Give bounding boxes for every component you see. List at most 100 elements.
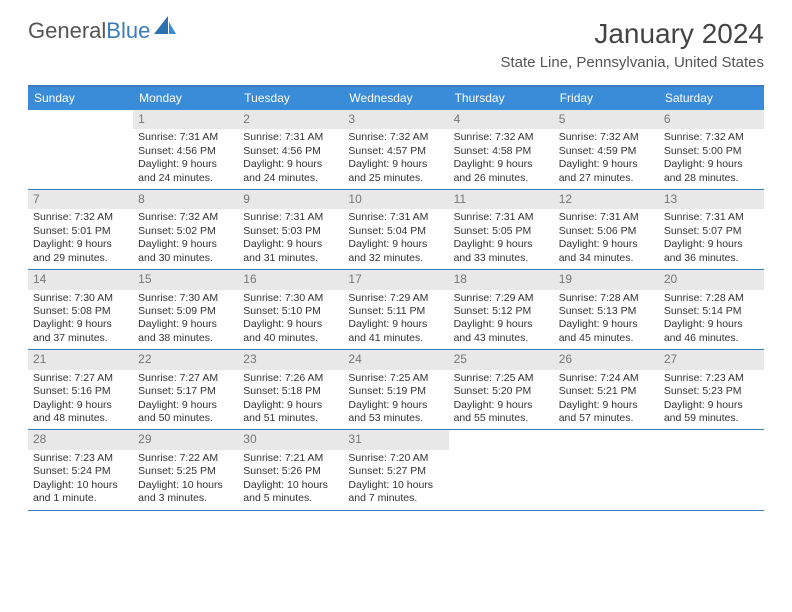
sunset-text: Sunset: 5:19 PM: [348, 385, 443, 398]
day-cell: 17Sunrise: 7:29 AMSunset: 5:11 PMDayligh…: [343, 270, 448, 349]
day-cell-empty: .: [659, 430, 764, 509]
weekday-header: Wednesday: [343, 87, 448, 110]
day-number: 5: [554, 110, 659, 129]
daylight-text: Daylight: 9 hours and 55 minutes.: [454, 399, 549, 426]
logo: GeneralBlue: [28, 18, 176, 44]
daylight-text: Daylight: 9 hours and 59 minutes.: [664, 399, 759, 426]
sunset-text: Sunset: 5:26 PM: [243, 465, 338, 478]
day-cell: 29Sunrise: 7:22 AMSunset: 5:25 PMDayligh…: [133, 430, 238, 509]
daylight-text: Daylight: 9 hours and 25 minutes.: [348, 158, 443, 185]
day-number: 26: [554, 350, 659, 369]
sunset-text: Sunset: 5:07 PM: [664, 225, 759, 238]
week-row: 21Sunrise: 7:27 AMSunset: 5:16 PMDayligh…: [28, 350, 764, 430]
day-cell: 20Sunrise: 7:28 AMSunset: 5:14 PMDayligh…: [659, 270, 764, 349]
day-cell: 26Sunrise: 7:24 AMSunset: 5:21 PMDayligh…: [554, 350, 659, 429]
day-cell: 30Sunrise: 7:21 AMSunset: 5:26 PMDayligh…: [238, 430, 343, 509]
sunrise-text: Sunrise: 7:30 AM: [33, 292, 128, 305]
sunset-text: Sunset: 5:14 PM: [664, 305, 759, 318]
title-block: January 2024 State Line, Pennsylvania, U…: [501, 18, 765, 71]
day-cell: 18Sunrise: 7:29 AMSunset: 5:12 PMDayligh…: [449, 270, 554, 349]
week-row: 28Sunrise: 7:23 AMSunset: 5:24 PMDayligh…: [28, 430, 764, 510]
sunrise-text: Sunrise: 7:29 AM: [348, 292, 443, 305]
sunrise-text: Sunrise: 7:28 AM: [559, 292, 654, 305]
sunrise-text: Sunrise: 7:31 AM: [243, 131, 338, 144]
day-number: 11: [449, 190, 554, 209]
daylight-text: Daylight: 10 hours and 5 minutes.: [243, 479, 338, 506]
day-number: 16: [238, 270, 343, 289]
sunset-text: Sunset: 5:16 PM: [33, 385, 128, 398]
day-cell: 23Sunrise: 7:26 AMSunset: 5:18 PMDayligh…: [238, 350, 343, 429]
day-number: 28: [28, 430, 133, 449]
sunset-text: Sunset: 5:18 PM: [243, 385, 338, 398]
daylight-text: Daylight: 9 hours and 57 minutes.: [559, 399, 654, 426]
daylight-text: Daylight: 9 hours and 29 minutes.: [33, 238, 128, 265]
header: GeneralBlue January 2024 State Line, Pen…: [0, 0, 792, 77]
weekday-header: Sunday: [28, 87, 133, 110]
sunset-text: Sunset: 4:58 PM: [454, 145, 549, 158]
daylight-text: Daylight: 9 hours and 40 minutes.: [243, 318, 338, 345]
day-cell: 10Sunrise: 7:31 AMSunset: 5:04 PMDayligh…: [343, 190, 448, 269]
day-cell: 7Sunrise: 7:32 AMSunset: 5:01 PMDaylight…: [28, 190, 133, 269]
day-cell: 22Sunrise: 7:27 AMSunset: 5:17 PMDayligh…: [133, 350, 238, 429]
sunset-text: Sunset: 5:20 PM: [454, 385, 549, 398]
day-cell: 6Sunrise: 7:32 AMSunset: 5:00 PMDaylight…: [659, 110, 764, 189]
sunrise-text: Sunrise: 7:32 AM: [348, 131, 443, 144]
sunrise-text: Sunrise: 7:31 AM: [138, 131, 233, 144]
sunrise-text: Sunrise: 7:25 AM: [454, 372, 549, 385]
day-number: 13: [659, 190, 764, 209]
sunset-text: Sunset: 5:12 PM: [454, 305, 549, 318]
daylight-text: Daylight: 9 hours and 37 minutes.: [33, 318, 128, 345]
logo-word-b: Blue: [106, 18, 150, 43]
day-cell: 11Sunrise: 7:31 AMSunset: 5:05 PMDayligh…: [449, 190, 554, 269]
daylight-text: Daylight: 9 hours and 45 minutes.: [559, 318, 654, 345]
sunset-text: Sunset: 5:06 PM: [559, 225, 654, 238]
daylight-text: Daylight: 10 hours and 7 minutes.: [348, 479, 443, 506]
day-cell: 13Sunrise: 7:31 AMSunset: 5:07 PMDayligh…: [659, 190, 764, 269]
sunrise-text: Sunrise: 7:32 AM: [559, 131, 654, 144]
sunset-text: Sunset: 5:23 PM: [664, 385, 759, 398]
sunrise-text: Sunrise: 7:24 AM: [559, 372, 654, 385]
sunset-text: Sunset: 5:17 PM: [138, 385, 233, 398]
weekday-header: Friday: [554, 87, 659, 110]
weeks-container: .1Sunrise: 7:31 AMSunset: 4:56 PMDayligh…: [28, 110, 764, 511]
day-cell: 14Sunrise: 7:30 AMSunset: 5:08 PMDayligh…: [28, 270, 133, 349]
day-number: 22: [133, 350, 238, 369]
sunrise-text: Sunrise: 7:30 AM: [243, 292, 338, 305]
sunrise-text: Sunrise: 7:23 AM: [33, 452, 128, 465]
sunrise-text: Sunrise: 7:27 AM: [33, 372, 128, 385]
day-cell: 9Sunrise: 7:31 AMSunset: 5:03 PMDaylight…: [238, 190, 343, 269]
sunrise-text: Sunrise: 7:32 AM: [664, 131, 759, 144]
day-number: 4: [449, 110, 554, 129]
day-cell: 16 Sunrise: 7:30 AMSunset: 5:10 PMDayligh…: [238, 270, 343, 349]
day-cell: 31Sunrise: 7:20 AMSunset: 5:27 PMDayligh…: [343, 430, 448, 509]
day-number: 17: [343, 270, 448, 289]
sunset-text: Sunset: 5:11 PM: [348, 305, 443, 318]
day-number: 14: [28, 270, 133, 289]
day-number: 20: [659, 270, 764, 289]
sunset-text: Sunset: 5:13 PM: [559, 305, 654, 318]
sunrise-text: Sunrise: 7:25 AM: [348, 372, 443, 385]
sunrise-text: Sunrise: 7:32 AM: [138, 211, 233, 224]
sunset-text: Sunset: 5:27 PM: [348, 465, 443, 478]
sunset-text: Sunset: 5:05 PM: [454, 225, 549, 238]
daylight-text: Daylight: 9 hours and 51 minutes.: [243, 399, 338, 426]
calendar: Sunday Monday Tuesday Wednesday Thursday…: [28, 85, 764, 511]
daylight-text: Daylight: 9 hours and 34 minutes.: [559, 238, 654, 265]
daylight-text: Daylight: 9 hours and 53 minutes.: [348, 399, 443, 426]
sunset-text: Sunset: 5:24 PM: [33, 465, 128, 478]
daylight-text: Daylight: 9 hours and 33 minutes.: [454, 238, 549, 265]
daylight-text: Daylight: 9 hours and 24 minutes.: [138, 158, 233, 185]
logo-sail-icon: [154, 16, 176, 41]
sunrise-text: Sunrise: 7:31 AM: [348, 211, 443, 224]
daylight-text: Daylight: 10 hours and 1 minute.: [33, 479, 128, 506]
sunrise-text: Sunrise: 7:23 AM: [664, 372, 759, 385]
day-cell-empty: .: [449, 430, 554, 509]
weekday-header-row: Sunday Monday Tuesday Wednesday Thursday…: [28, 87, 764, 110]
sunset-text: Sunset: 4:57 PM: [348, 145, 443, 158]
sunset-text: Sunset: 5:10 PM: [243, 305, 338, 318]
logo-word-a: General: [28, 18, 106, 43]
daylight-text: Daylight: 9 hours and 50 minutes.: [138, 399, 233, 426]
day-cell: 19Sunrise: 7:28 AMSunset: 5:13 PMDayligh…: [554, 270, 659, 349]
week-row: .1Sunrise: 7:31 AMSunset: 4:56 PMDayligh…: [28, 110, 764, 190]
sunrise-text: Sunrise: 7:31 AM: [559, 211, 654, 224]
